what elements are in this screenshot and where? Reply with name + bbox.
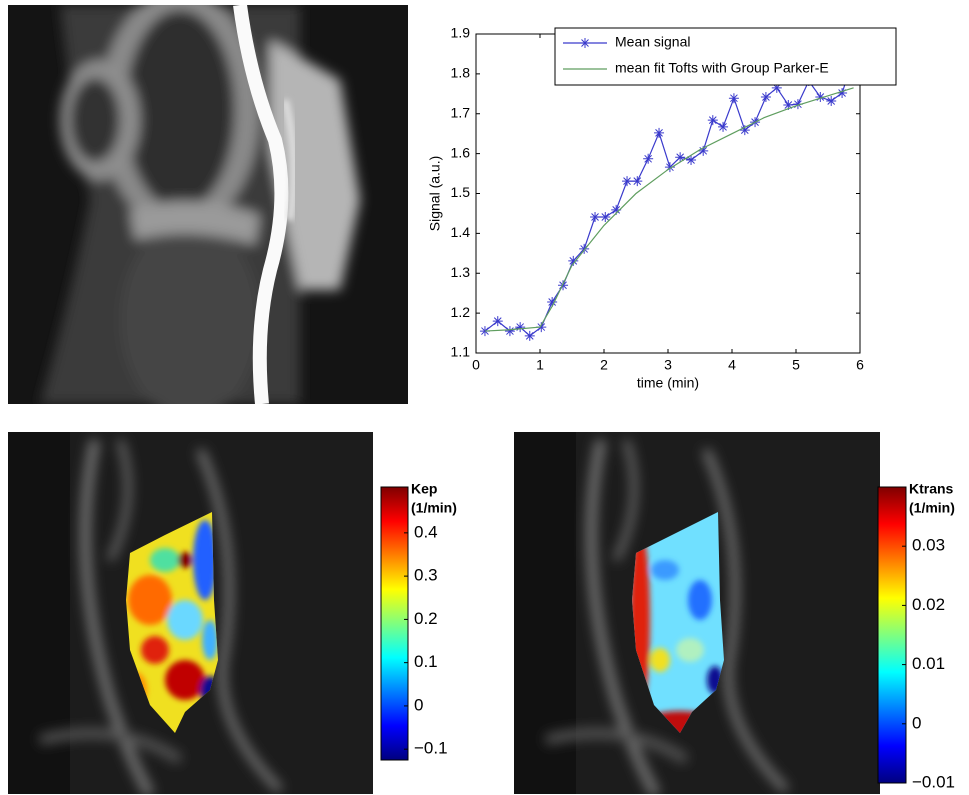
y-tick-label: 1.9 — [451, 25, 471, 41]
colorbar-tick-label: 0.2 — [414, 609, 438, 628]
marker — [686, 155, 696, 165]
kep-colorbar: −0.1 0 0.1 0.2 0.3 0.4 Kep (1/min) — [381, 481, 457, 760]
marker — [718, 122, 728, 132]
marker-shape — [698, 146, 708, 156]
colorbar-tick-label: 0.01 — [912, 654, 945, 673]
x-tick-label: 3 — [664, 357, 672, 373]
x-tick-label: 0 — [472, 357, 480, 373]
marker — [590, 212, 600, 222]
marker — [632, 176, 642, 186]
legend-marker — [580, 38, 590, 48]
marker — [493, 316, 503, 326]
colorbar-title: (1/min) — [909, 500, 955, 516]
x-tick-label: 5 — [792, 357, 800, 373]
legend-label: mean fit Tofts with Group Parker-E — [615, 60, 829, 76]
figure: 0 1 2 3 4 5 6 1.1 1.2 1.3 1.4 1.5 1.6 1.7 1.8 1.9 time (… — [0, 0, 969, 795]
marker-shape — [525, 331, 535, 341]
marker — [643, 154, 653, 164]
marker — [525, 331, 535, 341]
x-tick-label: 4 — [728, 357, 736, 373]
x-tick-label: 1 — [536, 357, 544, 373]
marker — [654, 128, 664, 138]
y-tick-label: 1.5 — [451, 184, 471, 200]
marker-shape — [761, 92, 771, 102]
marker — [698, 146, 708, 156]
legend: Mean signal mean fit Tofts with Group Par… — [555, 28, 896, 85]
colorbar-tick-label: 0.4 — [414, 522, 438, 541]
y-tick-label: 1.1 — [451, 344, 471, 360]
colorbar-scale — [878, 487, 906, 783]
marker-shape — [643, 154, 653, 164]
marker — [729, 93, 739, 103]
colorbar-tick-label: −0.1 — [414, 739, 448, 758]
colorbar-title: (1/min) — [411, 500, 457, 516]
marker — [708, 115, 718, 125]
colorbar-title: Ktrans — [909, 481, 954, 497]
marker — [622, 176, 632, 186]
legend-label: Mean signal — [615, 34, 691, 50]
kep-map — [8, 432, 373, 795]
marker — [826, 96, 836, 106]
marker-shape — [826, 96, 836, 106]
colorbar-scale — [381, 487, 408, 760]
marker-shape — [708, 115, 718, 125]
colorbar-tick-label: 0 — [912, 713, 921, 732]
marker — [505, 326, 515, 336]
y-tick-label: 1.6 — [451, 144, 471, 160]
marker-shape — [686, 155, 696, 165]
mri-sagittal — [8, 0, 408, 420]
colorbar-tick-label: 0 — [414, 695, 423, 714]
marker-shape — [675, 152, 685, 162]
marker-shape — [493, 316, 503, 326]
marker — [761, 92, 771, 102]
marker-shape — [654, 128, 664, 138]
marker-shape — [718, 122, 728, 132]
marker-shape — [632, 176, 642, 186]
y-tick-label: 1.7 — [451, 104, 471, 120]
colorbar-tick-label: 0.3 — [414, 566, 438, 585]
y-tick-label: 1.8 — [451, 65, 471, 81]
y-tick-label: 1.3 — [451, 264, 471, 280]
colorbar-tick-label: −0.01 — [912, 772, 955, 791]
colorbar-tick-label: 0.03 — [912, 536, 945, 555]
legend-box — [555, 28, 896, 85]
y-tick-label: 1.2 — [451, 304, 471, 320]
ktrans-colorbar: −0.01 0 0.01 0.02 0.03 Ktrans (1/min) — [878, 481, 955, 792]
marker-shape — [505, 326, 515, 336]
marker-shape — [515, 322, 525, 332]
marker-shape — [622, 176, 632, 186]
x-tick-label: 2 — [600, 357, 608, 373]
colorbar-title: Kep — [411, 481, 437, 497]
marker — [515, 322, 525, 332]
x-axis-label: time (min) — [637, 375, 699, 391]
x-tick-label: 6 — [856, 357, 864, 373]
marker-shape — [729, 93, 739, 103]
marker-shape — [590, 212, 600, 222]
y-axis-label: Signal (a.u.) — [427, 156, 443, 231]
colorbar-tick-label: 0.1 — [414, 652, 438, 671]
colorbar-tick-label: 0.02 — [912, 595, 945, 614]
ktrans-map — [514, 432, 880, 795]
y-tick-label: 1.4 — [451, 224, 471, 240]
marker — [675, 152, 685, 162]
